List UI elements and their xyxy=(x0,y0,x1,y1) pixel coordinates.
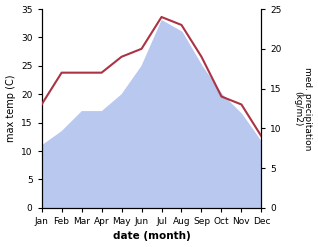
X-axis label: date (month): date (month) xyxy=(113,231,190,242)
Y-axis label: max temp (C): max temp (C) xyxy=(5,75,16,142)
Y-axis label: med. precipitation
(kg/m2): med. precipitation (kg/m2) xyxy=(293,67,313,150)
